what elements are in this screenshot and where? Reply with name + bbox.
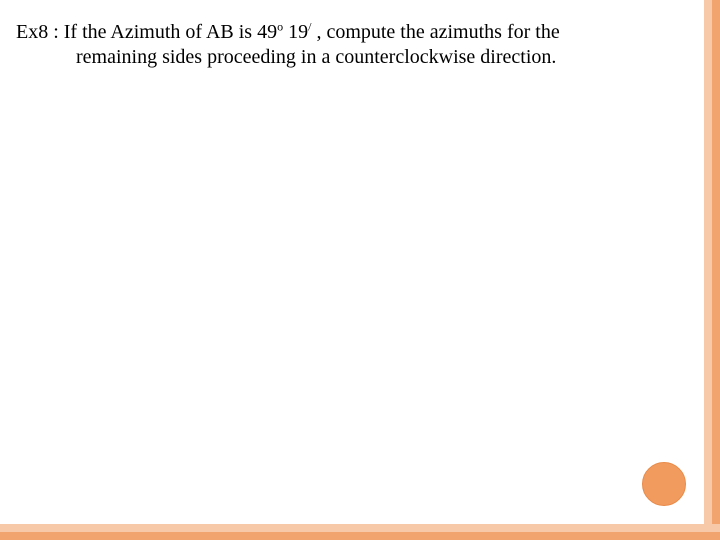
text-line-1: Ex8 : If the Azimuth of AB is 49o 19/ , … [16, 20, 696, 45]
border-right-light [704, 0, 712, 540]
border-bottom-dark [0, 532, 720, 540]
text-seg-1c: , compute the azimuths for the [311, 21, 559, 43]
text-line-2: remaining sides proceeding in a counterc… [16, 45, 696, 70]
border-bottom-light [0, 524, 720, 532]
border-right-dark [712, 0, 720, 540]
content-area: Ex8 : If the Azimuth of AB is 49o 19/ , … [16, 20, 696, 70]
slide-frame: Ex8 : If the Azimuth of AB is 49o 19/ , … [0, 0, 720, 540]
text-seg-1a: Ex8 : If the Azimuth of AB is 49 [16, 21, 277, 43]
corner-circle-icon [642, 462, 686, 506]
text-seg-1b: 19 [283, 21, 308, 43]
problem-text: Ex8 : If the Azimuth of AB is 49o 19/ , … [16, 20, 696, 70]
